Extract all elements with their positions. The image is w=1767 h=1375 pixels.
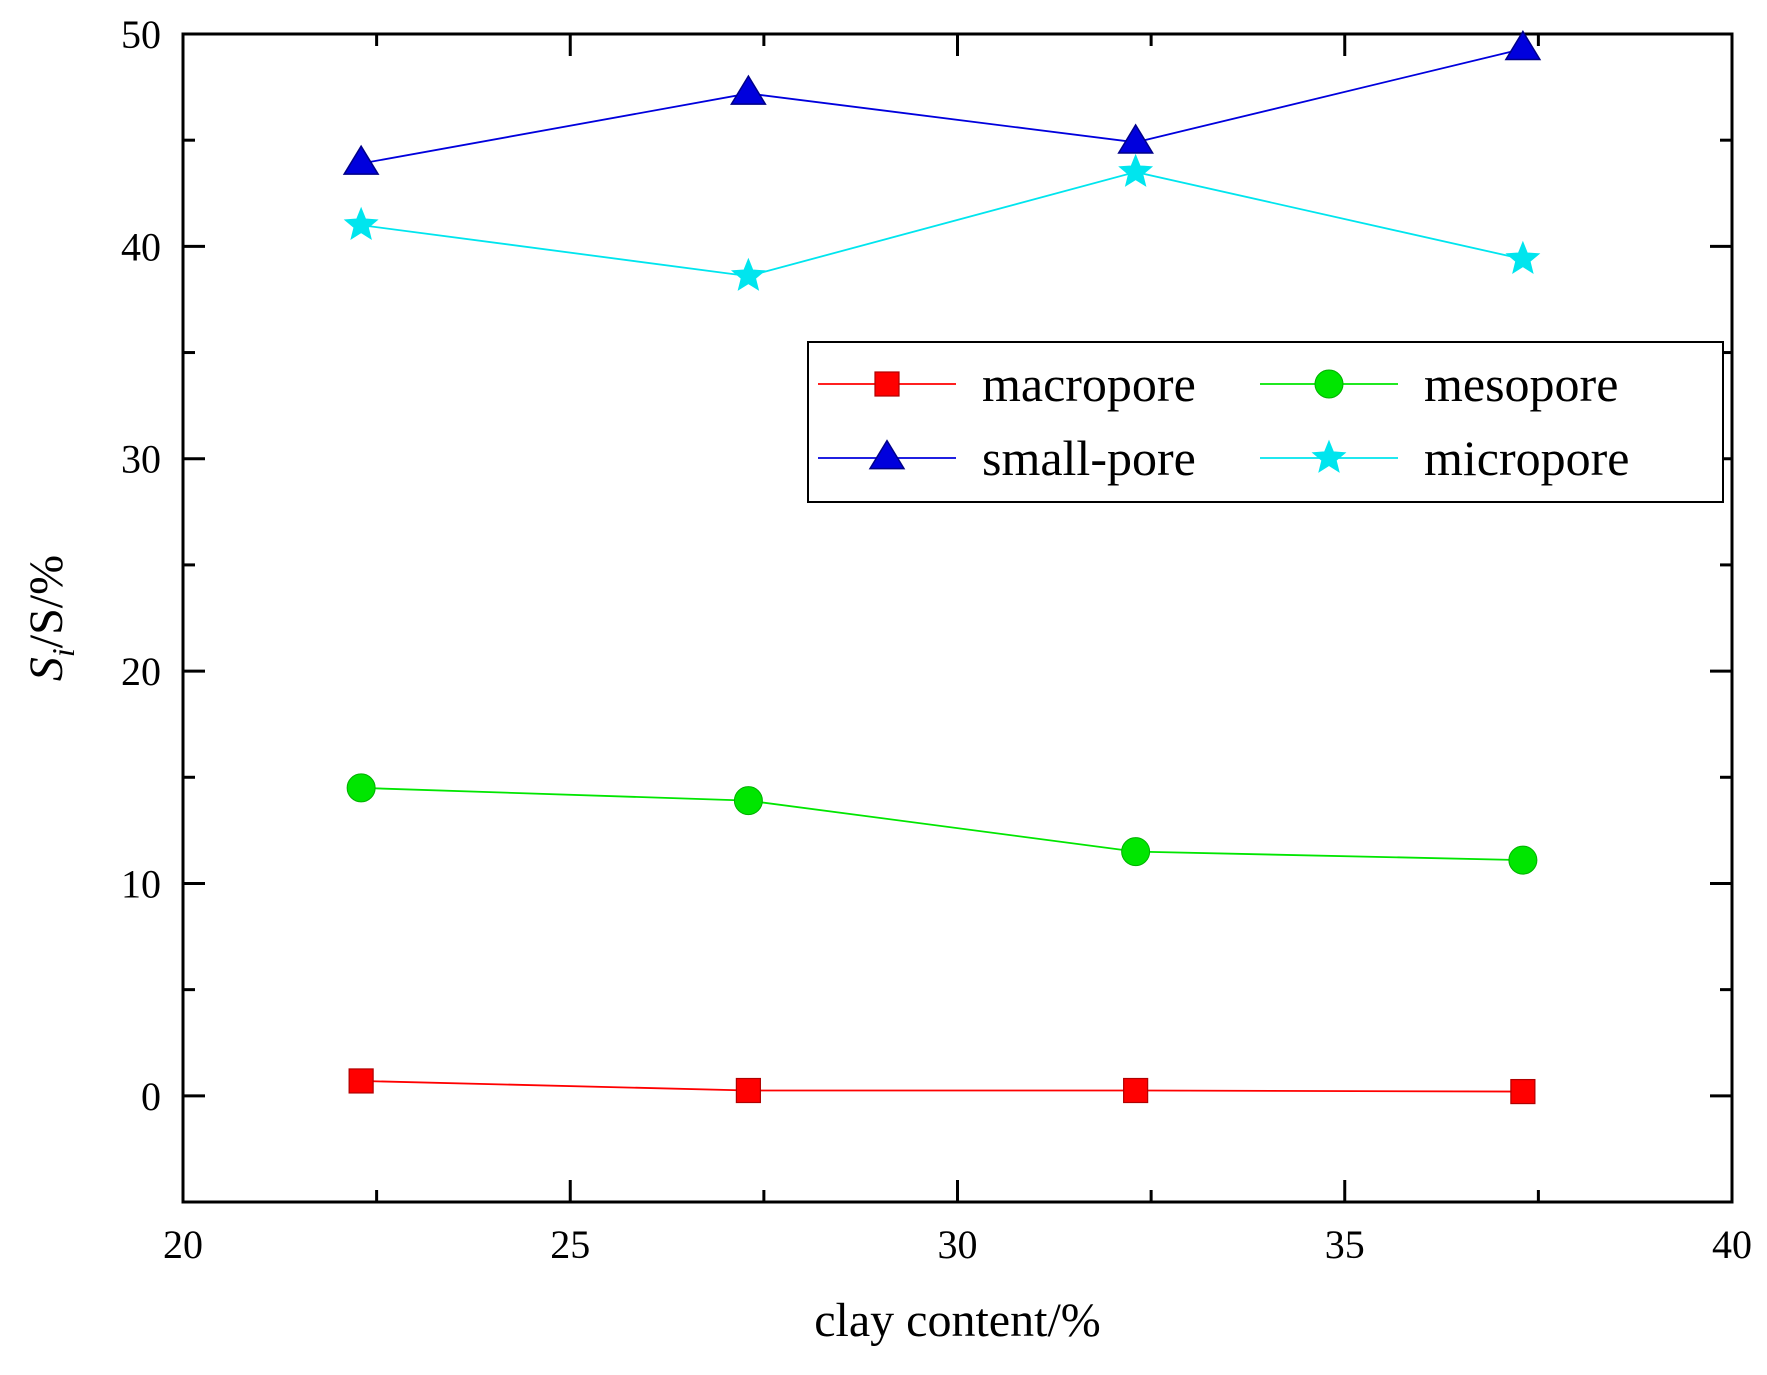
legend: macropore mesopore small-pore micropore <box>807 341 1724 503</box>
legend-marker <box>874 371 900 397</box>
legend-marker <box>1311 439 1347 473</box>
legend-label: macropore <box>982 356 1196 412</box>
y-tick-label: 10 <box>121 861 161 906</box>
legend-item-micropore: micropore <box>1260 430 1629 486</box>
micropore-point <box>1118 153 1154 187</box>
macropore-point <box>348 1068 374 1094</box>
y-tick-label: 40 <box>121 224 161 269</box>
x-tick-label: 35 <box>1325 1222 1365 1267</box>
mesopore-line <box>361 786 1523 861</box>
small-pore-line <box>360 47 1524 165</box>
x-tick-label: 25 <box>550 1222 590 1267</box>
micropore-point <box>343 206 379 240</box>
small-pore-point <box>1117 123 1154 154</box>
x-tick-label: 40 <box>1712 1222 1752 1267</box>
micropore-line <box>361 171 1524 278</box>
legend-label: micropore <box>1424 430 1629 486</box>
legend-item-macropore: macropore <box>818 356 1196 412</box>
series-small-pore <box>342 30 1542 175</box>
y-tick-label: 50 <box>121 12 161 57</box>
x-axis-title: clay content/% <box>814 1294 1101 1347</box>
legend-marker <box>1314 369 1344 399</box>
mesopore-point <box>733 786 763 816</box>
macropore-line <box>361 1080 1523 1093</box>
y-axis-title-subscript: i <box>45 648 81 657</box>
legend-label: small-pore <box>982 430 1196 486</box>
y-axis-title-rest: /S/% <box>20 555 73 648</box>
legend-box <box>807 341 1724 503</box>
plot-frame <box>181 32 1734 1204</box>
plot-area <box>342 30 1542 1105</box>
y-axis-title-main: S <box>20 657 73 681</box>
y-tick-label: 20 <box>121 649 161 694</box>
series-micropore <box>343 153 1541 291</box>
legend-label: mesopore <box>1424 356 1618 412</box>
legend-item-small-pore: small-pore <box>818 430 1196 486</box>
micropore-point <box>1505 240 1541 274</box>
series-mesopore <box>346 773 1538 875</box>
small-pore-point <box>730 74 767 105</box>
x-tick-label: 20 <box>163 1222 203 1267</box>
mesopore-point <box>1508 845 1538 875</box>
macropore-point <box>735 1077 761 1104</box>
series-macropore <box>348 1068 1536 1105</box>
legend-marker <box>868 439 906 470</box>
y-tick-label: 30 <box>121 437 161 482</box>
macropore-point <box>1510 1078 1536 1105</box>
mesopore-point <box>1121 837 1151 867</box>
small-pore-point <box>1504 30 1542 61</box>
mesopore-point <box>346 773 376 803</box>
axes: 20 25 30 35 40 0 10 20 30 40 50 clay content/% Si/S/… <box>20 12 1752 1347</box>
micropore-point <box>730 257 766 291</box>
y-axis-title: Si/S/% <box>20 555 81 681</box>
small-pore-point <box>342 144 380 175</box>
legend-item-mesopore: mesopore <box>1260 356 1618 412</box>
macropore-point <box>1123 1077 1149 1104</box>
x-tick-label: 30 <box>938 1222 978 1267</box>
y-tick-label: 0 <box>141 1074 161 1119</box>
